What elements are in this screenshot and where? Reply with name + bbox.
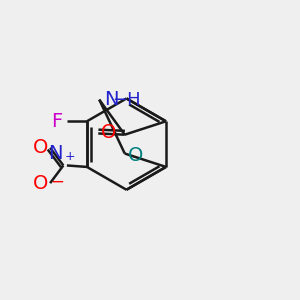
- Text: F: F: [51, 112, 62, 131]
- Text: O: O: [100, 122, 116, 142]
- Text: O: O: [128, 146, 144, 164]
- Text: −H: −H: [112, 91, 140, 109]
- Text: O: O: [33, 174, 49, 193]
- Text: N: N: [48, 144, 62, 163]
- Text: O: O: [33, 138, 49, 157]
- Text: +: +: [64, 150, 75, 163]
- Text: N: N: [104, 90, 118, 109]
- Text: −: −: [51, 173, 64, 191]
